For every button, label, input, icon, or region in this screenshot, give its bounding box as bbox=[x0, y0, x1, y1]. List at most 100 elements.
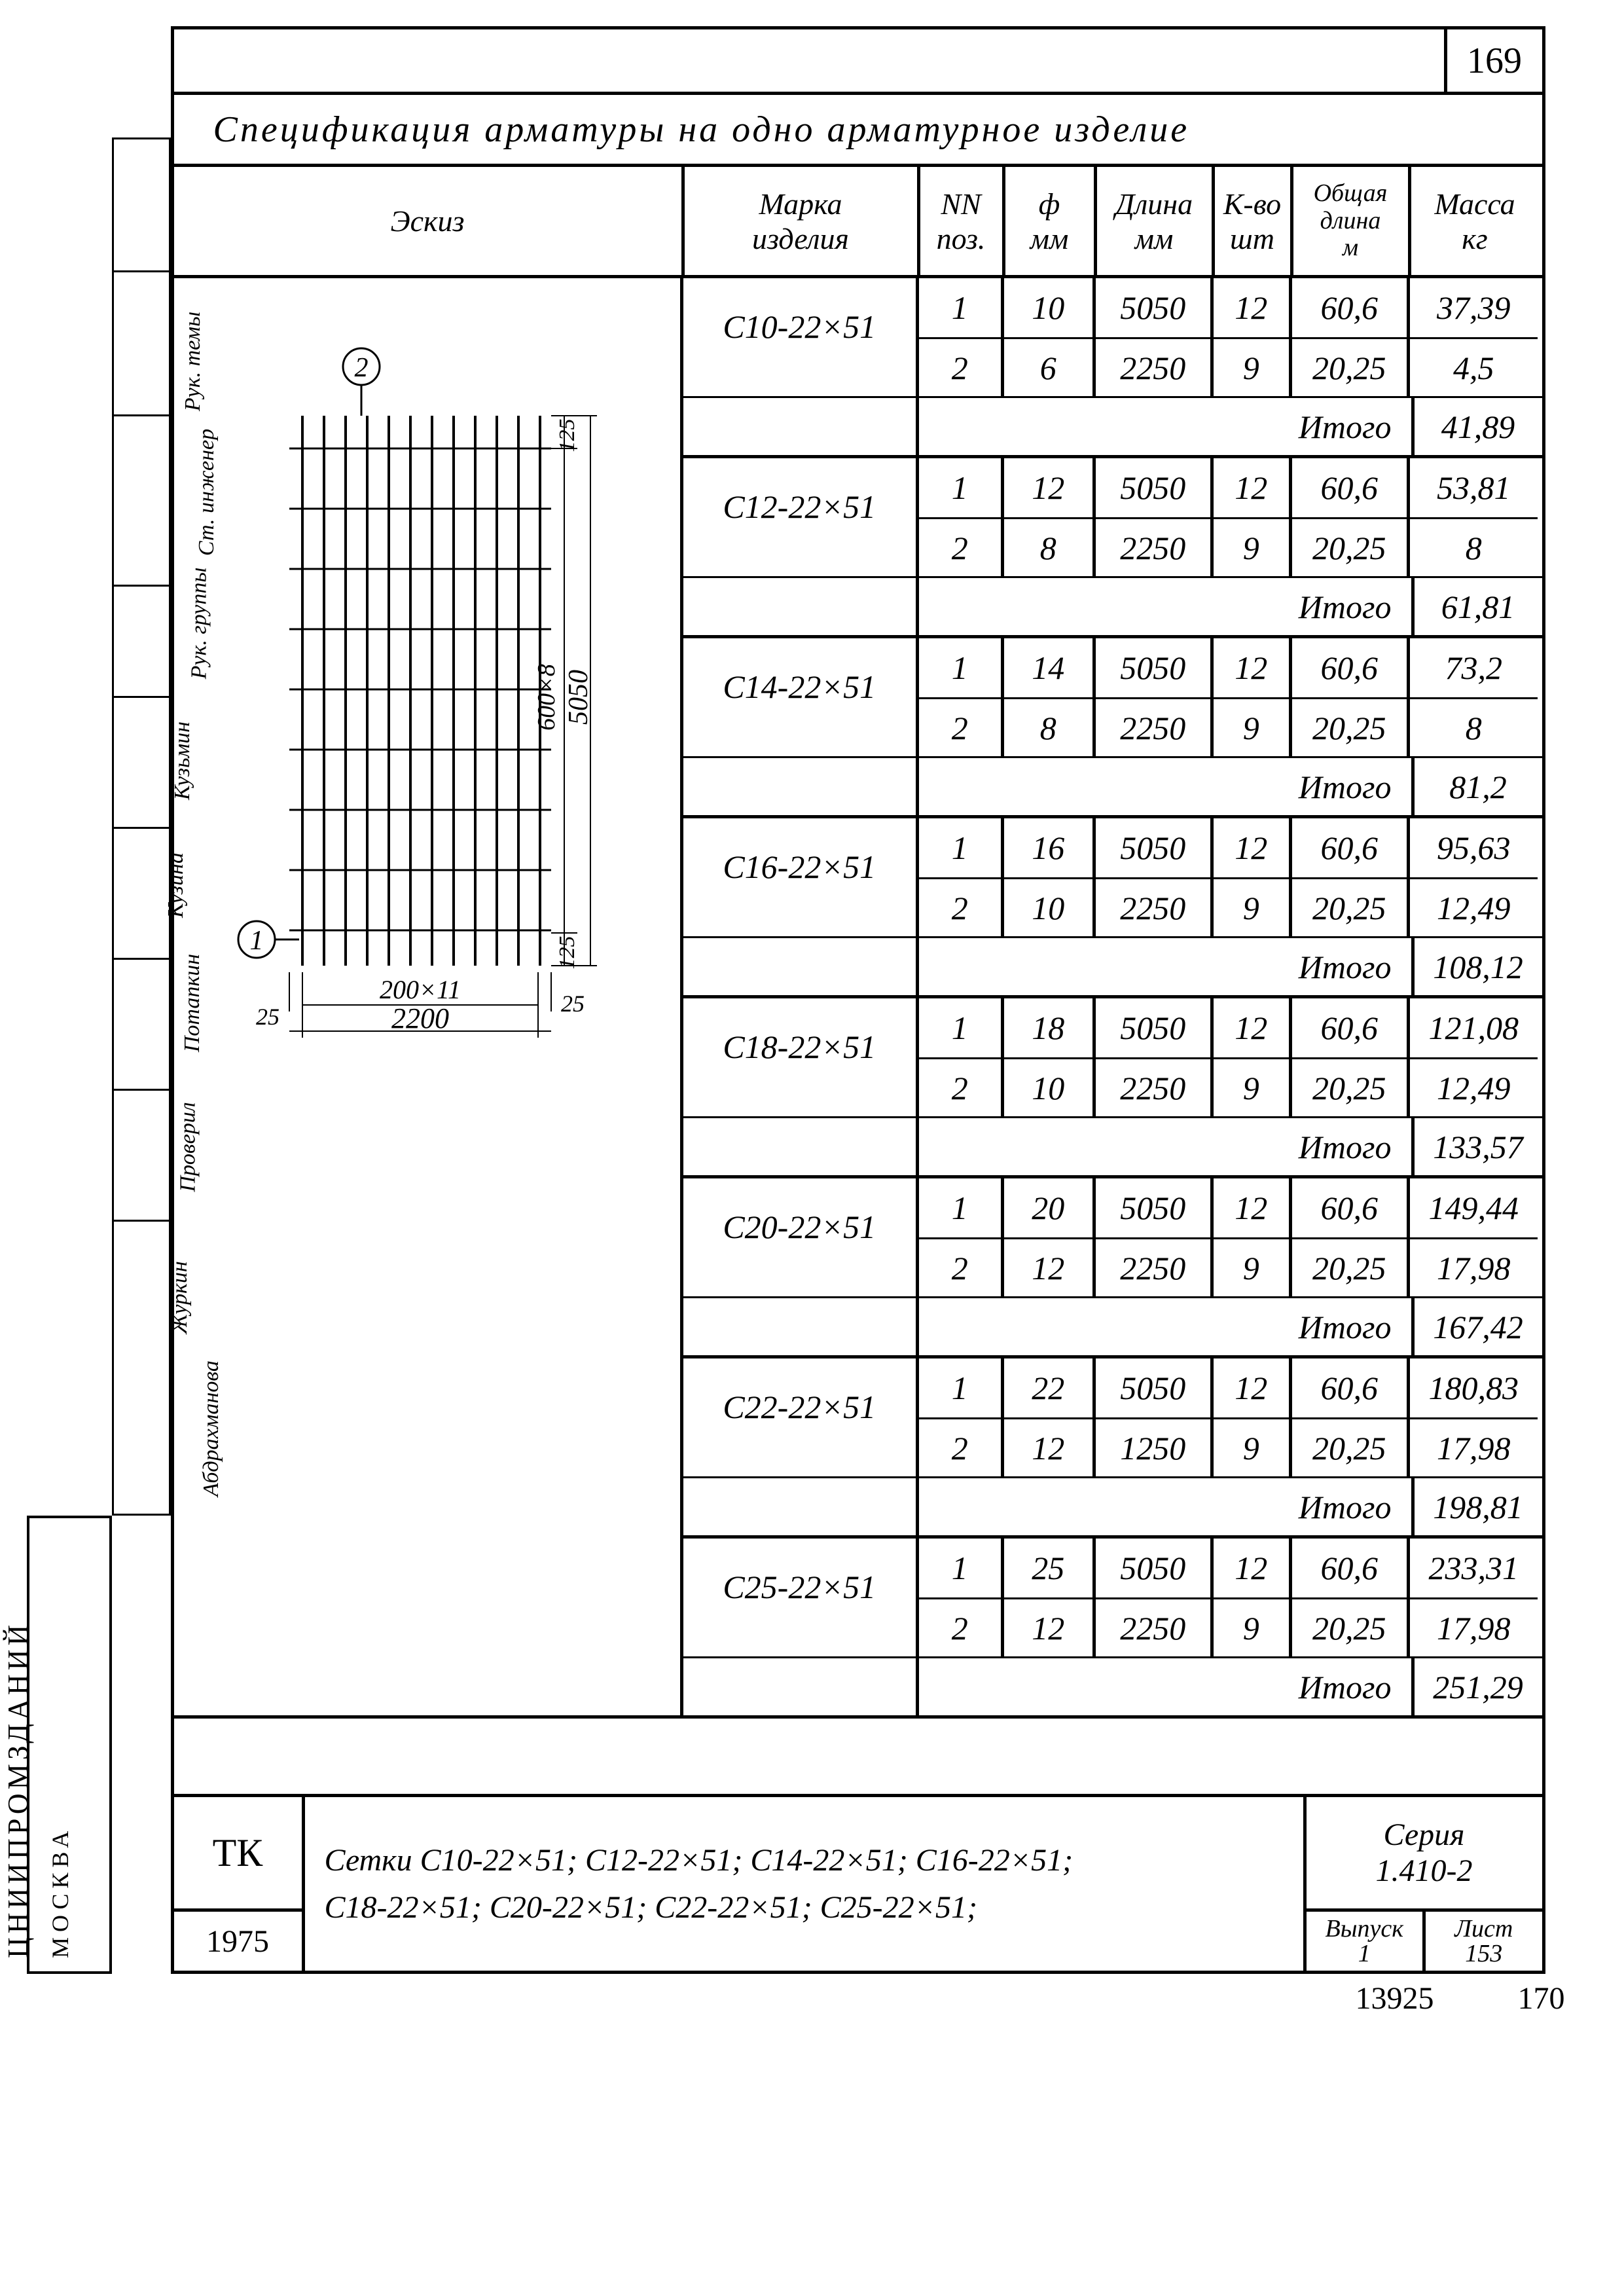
subtotal-label: Итого bbox=[919, 1658, 1415, 1715]
subtotal-blank bbox=[683, 1118, 919, 1175]
cell-massa: 17,98 bbox=[1410, 1237, 1538, 1296]
archive-number: 13925 bbox=[1356, 1980, 1434, 2016]
cell-obsh: 60,6 bbox=[1292, 638, 1410, 697]
cell-phi: 25 bbox=[1004, 1539, 1096, 1597]
spec-group: С22-22×5112250501260,6180,832121250920,2… bbox=[683, 1358, 1542, 1539]
cell-nn: 1 bbox=[919, 818, 1004, 877]
cell-dlina: 5050 bbox=[1096, 1539, 1214, 1597]
th-nn: NN поз. bbox=[920, 167, 1005, 275]
cell-phi: 18 bbox=[1004, 998, 1096, 1057]
subtotal-value: 251,29 bbox=[1415, 1658, 1542, 1715]
issue-sheet-cells: Выпуск 1 Лист 153 bbox=[1307, 1912, 1542, 1971]
cell-phi: 12 bbox=[1004, 1237, 1096, 1296]
title-block: ТК 1975 Сетки С10-22×51; С12-22×51; С14-… bbox=[174, 1794, 1542, 1971]
binding-strip: ЦНИИПРОМЗДАНИЙ МОСКВА Абдрахманова Журки… bbox=[27, 26, 171, 2020]
cell-marka: С12-22×51 bbox=[683, 458, 919, 517]
cell-nn: 2 bbox=[919, 697, 1004, 756]
cell-obsh: 20,25 bbox=[1292, 1057, 1410, 1116]
spec-group: С20-22×5112050501260,6149,442122250920,2… bbox=[683, 1178, 1542, 1358]
cell-kvo: 9 bbox=[1214, 1417, 1292, 1476]
cell-dlina: 2250 bbox=[1096, 1057, 1214, 1116]
cell-phi: 10 bbox=[1004, 877, 1096, 936]
cell-kvo: 9 bbox=[1214, 877, 1292, 936]
table-row: 2122250920,2517,98 bbox=[683, 1597, 1542, 1656]
marka-label: С12-22×51 bbox=[683, 488, 916, 526]
page-number: 169 bbox=[1444, 29, 1542, 92]
cell-phi: 8 bbox=[1004, 517, 1096, 576]
table-row: С20-22×5112050501260,6149,44 bbox=[683, 1178, 1542, 1237]
cell-dlina: 5050 bbox=[1096, 458, 1214, 517]
cell-nn: 2 bbox=[919, 1597, 1004, 1656]
organisation-block: ЦНИИПРОМЗДАНИЙ МОСКВА bbox=[27, 1516, 112, 1974]
svg-text:1: 1 bbox=[250, 926, 264, 956]
marka-label: С14-22×51 bbox=[683, 668, 916, 706]
subtotal-value: 108,12 bbox=[1415, 938, 1542, 995]
subtotal-row: Итого108,12 bbox=[683, 936, 1542, 995]
th-massa: Масса кг bbox=[1411, 167, 1539, 275]
subtotal-label: Итого bbox=[919, 578, 1415, 635]
next-page-number: 170 bbox=[1518, 1980, 1565, 2016]
cell-kvo: 12 bbox=[1214, 1178, 1292, 1237]
cell-kvo: 12 bbox=[1214, 638, 1292, 697]
cell-obsh: 20,25 bbox=[1292, 517, 1410, 576]
series-block: Серия 1.410-2 Выпуск 1 Лист 153 bbox=[1307, 1797, 1542, 1971]
table-row: 282250920,258 bbox=[683, 517, 1542, 576]
cell-phi: 10 bbox=[1004, 1057, 1096, 1116]
table-row: С22-22×5112250501260,6180,83 bbox=[683, 1358, 1542, 1417]
svg-text:2: 2 bbox=[355, 353, 369, 383]
cell-marka bbox=[683, 1417, 919, 1476]
subtotal-row: Итого167,42 bbox=[683, 1296, 1542, 1355]
cell-marka bbox=[683, 697, 919, 756]
spec-group: С16-22×5111650501260,695,632102250920,25… bbox=[683, 818, 1542, 998]
cell-marka bbox=[683, 337, 919, 396]
cell-marka: С20-22×51 bbox=[683, 1178, 919, 1237]
subtotal-row: Итого81,2 bbox=[683, 756, 1542, 815]
issue-cell: Выпуск 1 bbox=[1307, 1912, 1426, 1971]
cell-massa: 180,83 bbox=[1410, 1358, 1538, 1417]
cell-kvo: 12 bbox=[1214, 458, 1292, 517]
marka-label: С22-22×51 bbox=[683, 1388, 916, 1426]
th-phi: ф мм bbox=[1005, 167, 1097, 275]
subtotal-blank bbox=[683, 758, 919, 815]
subtotal-row: Итого61,81 bbox=[683, 576, 1542, 635]
cell-obsh: 20,25 bbox=[1292, 337, 1410, 396]
table-row: С14-22×5111450501260,673,2 bbox=[683, 638, 1542, 697]
cell-massa: 37,39 bbox=[1410, 278, 1538, 337]
sketch-cell: 2 1 600×8 5050 bbox=[174, 278, 683, 1715]
sheet-cell: Лист 153 bbox=[1426, 1912, 1542, 1971]
svg-text:5050: 5050 bbox=[564, 670, 594, 725]
marka-label: С10-22×51 bbox=[683, 308, 916, 346]
cell-nn: 1 bbox=[919, 1358, 1004, 1417]
cell-dlina: 2250 bbox=[1096, 697, 1214, 756]
subtotal-value: 61,81 bbox=[1415, 578, 1542, 635]
cell-obsh: 60,6 bbox=[1292, 998, 1410, 1057]
cell-phi: 12 bbox=[1004, 1597, 1096, 1656]
spec-group: С12-22×5111250501260,653,81282250920,258… bbox=[683, 458, 1542, 638]
cell-marka: С18-22×51 bbox=[683, 998, 919, 1057]
th-marka: Марка изделия bbox=[685, 167, 920, 275]
cell-kvo: 12 bbox=[1214, 1539, 1292, 1597]
cell-marka bbox=[683, 517, 919, 576]
spec-group: С25-22×5112550501260,6233,312122250920,2… bbox=[683, 1539, 1542, 1715]
cell-massa: 73,2 bbox=[1410, 638, 1538, 697]
svg-text:2200: 2200 bbox=[391, 1002, 449, 1034]
cell-dlina: 2250 bbox=[1096, 337, 1214, 396]
cell-obsh: 20,25 bbox=[1292, 1597, 1410, 1656]
cell-dlina: 2250 bbox=[1096, 1237, 1214, 1296]
th-eskiz: Эскиз bbox=[174, 167, 685, 275]
page-number-row: 169 bbox=[174, 29, 1542, 95]
cell-nn: 1 bbox=[919, 1178, 1004, 1237]
subtotal-blank bbox=[683, 1298, 919, 1355]
cell-dlina: 5050 bbox=[1096, 638, 1214, 697]
cell-phi: 10 bbox=[1004, 278, 1096, 337]
table-row: 262250920,254,5 bbox=[683, 337, 1542, 396]
cell-nn: 2 bbox=[919, 877, 1004, 936]
table-row: 2121250920,2517,98 bbox=[683, 1417, 1542, 1476]
subtotal-label: Итого bbox=[919, 1298, 1415, 1355]
subtotal-label: Итого bbox=[919, 1118, 1415, 1175]
marka-label: С20-22×51 bbox=[683, 1208, 916, 1246]
cell-massa: 8 bbox=[1410, 697, 1538, 756]
cell-marka: С22-22×51 bbox=[683, 1358, 919, 1417]
subtotal-value: 81,2 bbox=[1415, 758, 1542, 815]
cell-massa: 17,98 bbox=[1410, 1597, 1538, 1656]
